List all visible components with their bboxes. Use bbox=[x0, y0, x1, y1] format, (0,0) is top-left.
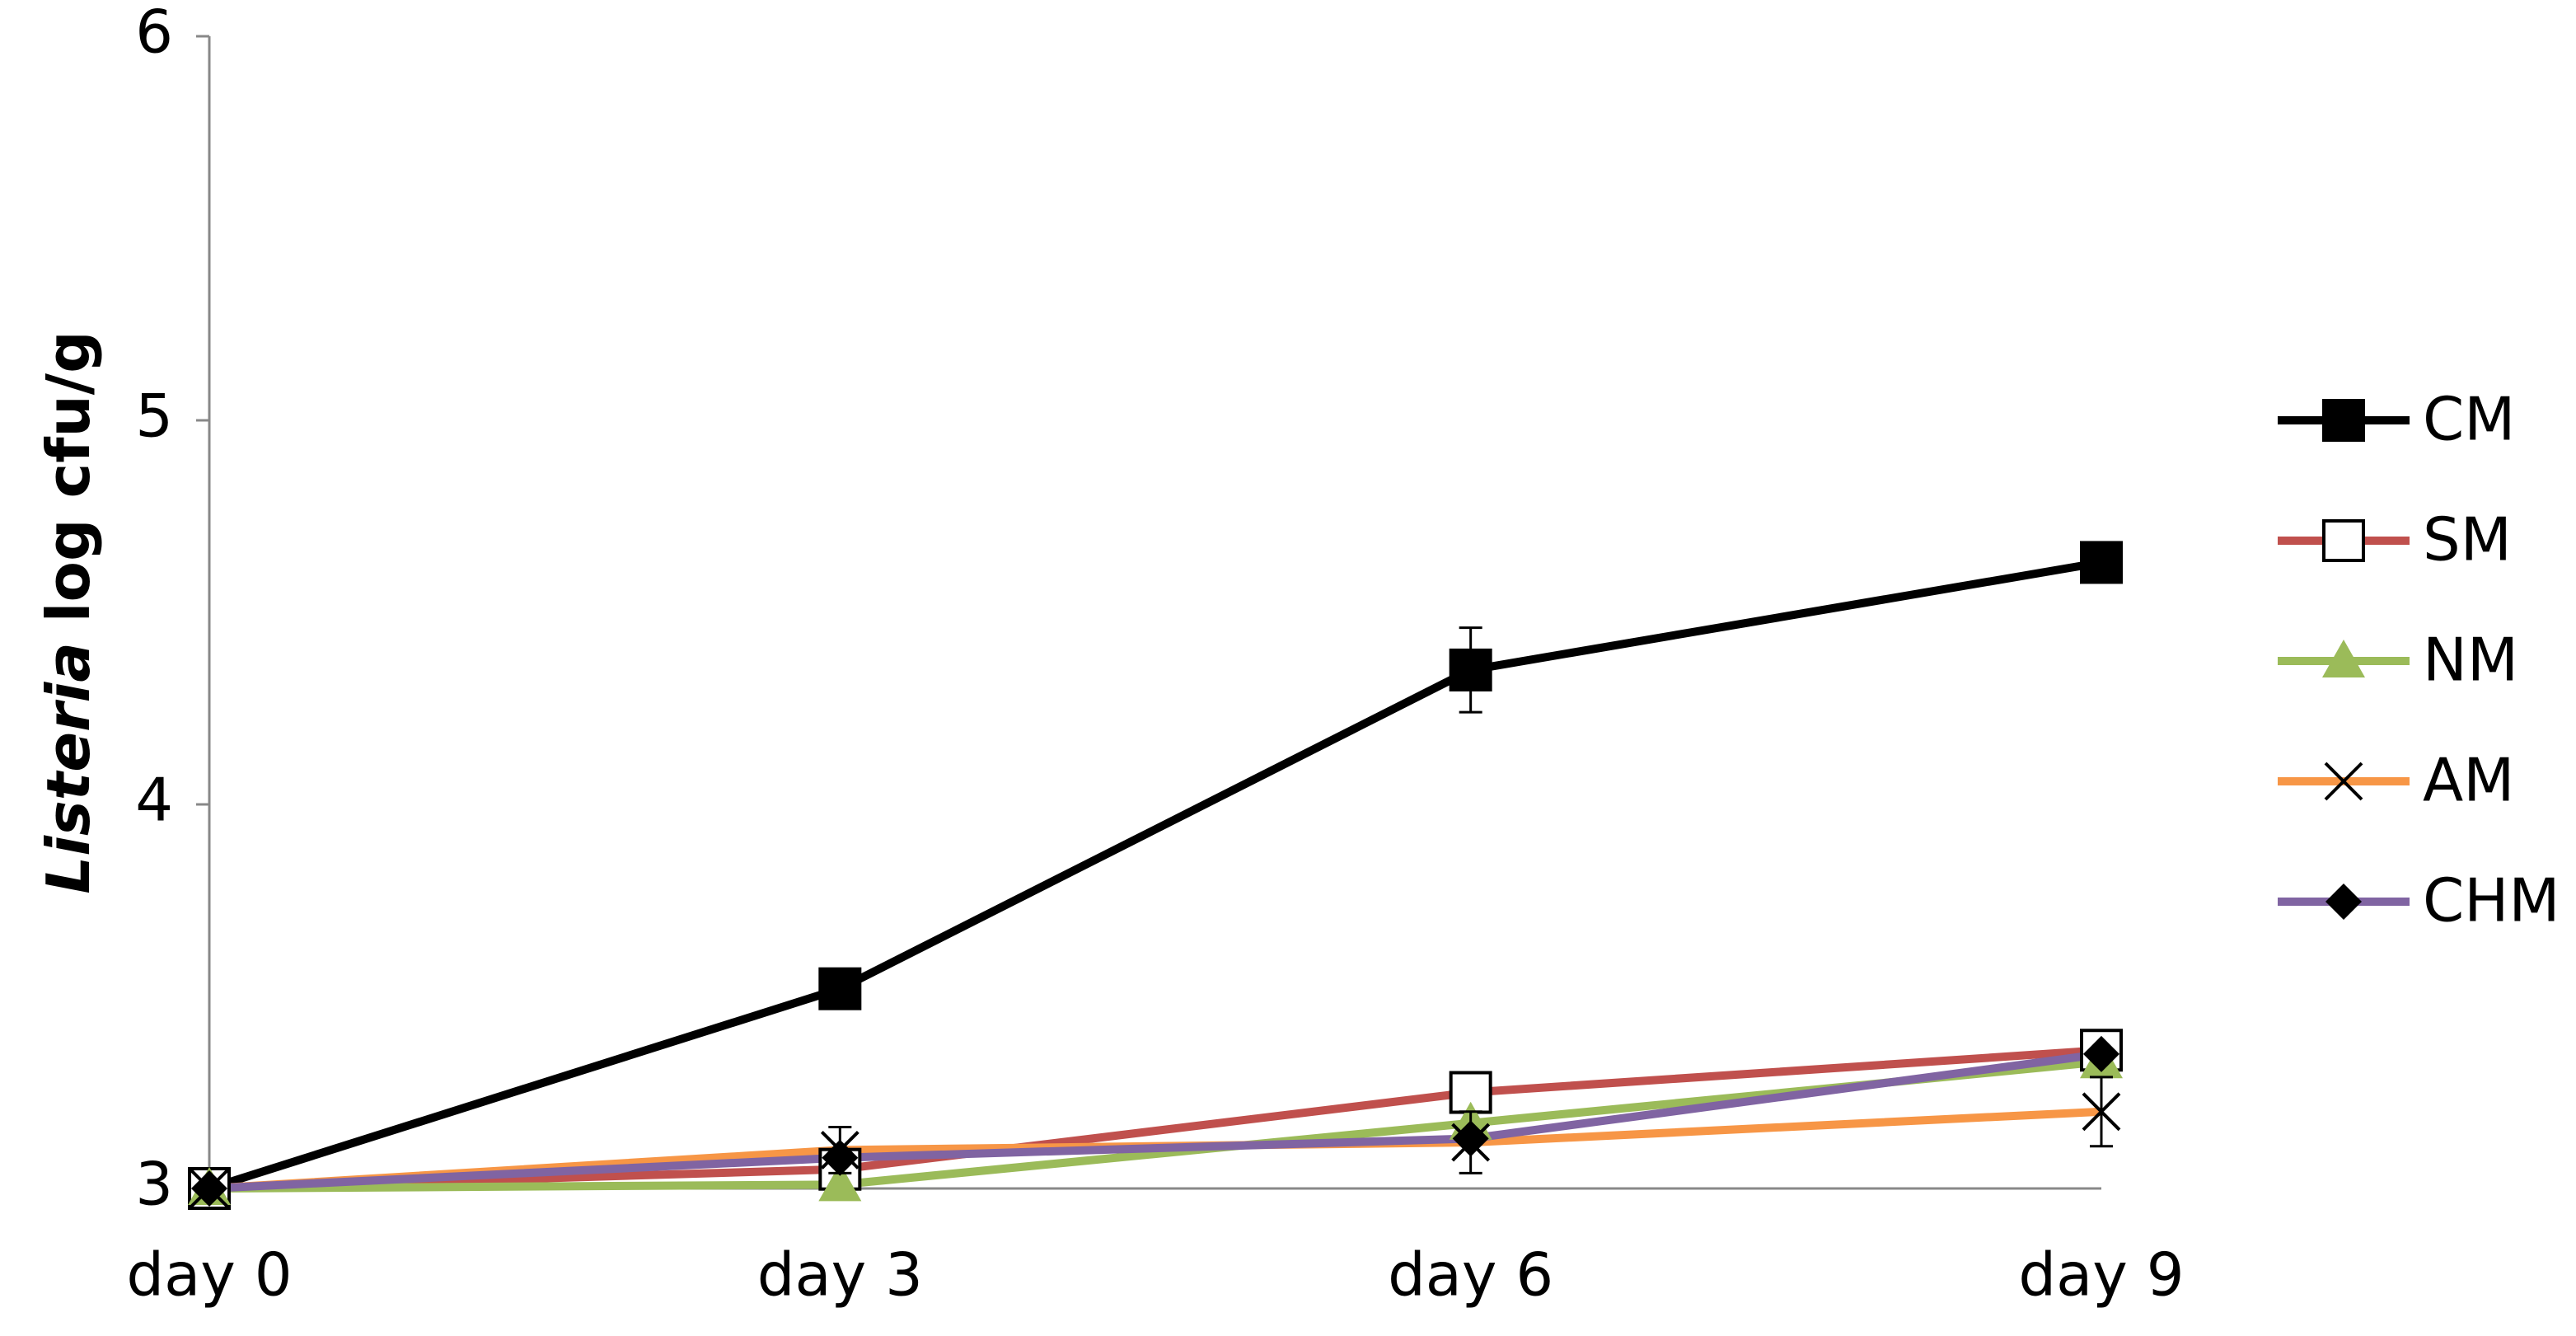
x-tick-label: day 6 bbox=[1388, 1240, 1553, 1310]
legend-marker bbox=[2322, 519, 2365, 562]
legend-label: CM bbox=[2423, 385, 2515, 454]
y-tick-label: 6 bbox=[135, 0, 173, 67]
marker bbox=[822, 1139, 859, 1176]
y-tick-label: 4 bbox=[135, 766, 173, 835]
x-tick-label: day 3 bbox=[757, 1240, 923, 1310]
series-line bbox=[208, 558, 2102, 1193]
y-label-italic: Listeria bbox=[34, 642, 103, 893]
legend-marker bbox=[2325, 884, 2362, 920]
legend-marker bbox=[2324, 762, 2363, 801]
y-axis-label: Listeria log cfu/g bbox=[34, 330, 103, 893]
marker bbox=[2083, 1035, 2119, 1072]
legend-label: CHM bbox=[2423, 866, 2560, 935]
marker bbox=[2082, 1092, 2121, 1132]
x-tick-label: day 9 bbox=[2018, 1240, 2184, 1310]
marker bbox=[1452, 1120, 1489, 1157]
legend-label: AM bbox=[2423, 746, 2514, 815]
marker bbox=[2080, 541, 2123, 584]
y-tick-label: 5 bbox=[135, 382, 173, 451]
series-line bbox=[208, 1046, 2102, 1193]
marker bbox=[818, 967, 862, 1010]
legend-marker bbox=[2322, 399, 2365, 442]
legend-label: SM bbox=[2423, 505, 2512, 574]
legend-label: NM bbox=[2423, 626, 2518, 695]
marker bbox=[191, 1170, 227, 1207]
y-label-text: log cfu/g bbox=[34, 330, 103, 622]
series-line bbox=[208, 1049, 2102, 1193]
x-tick-label: day 0 bbox=[126, 1240, 292, 1310]
marker bbox=[818, 1163, 862, 1202]
y-tick-label: 3 bbox=[135, 1150, 173, 1219]
marker bbox=[1449, 648, 1492, 691]
legend-marker bbox=[2322, 640, 2365, 677]
